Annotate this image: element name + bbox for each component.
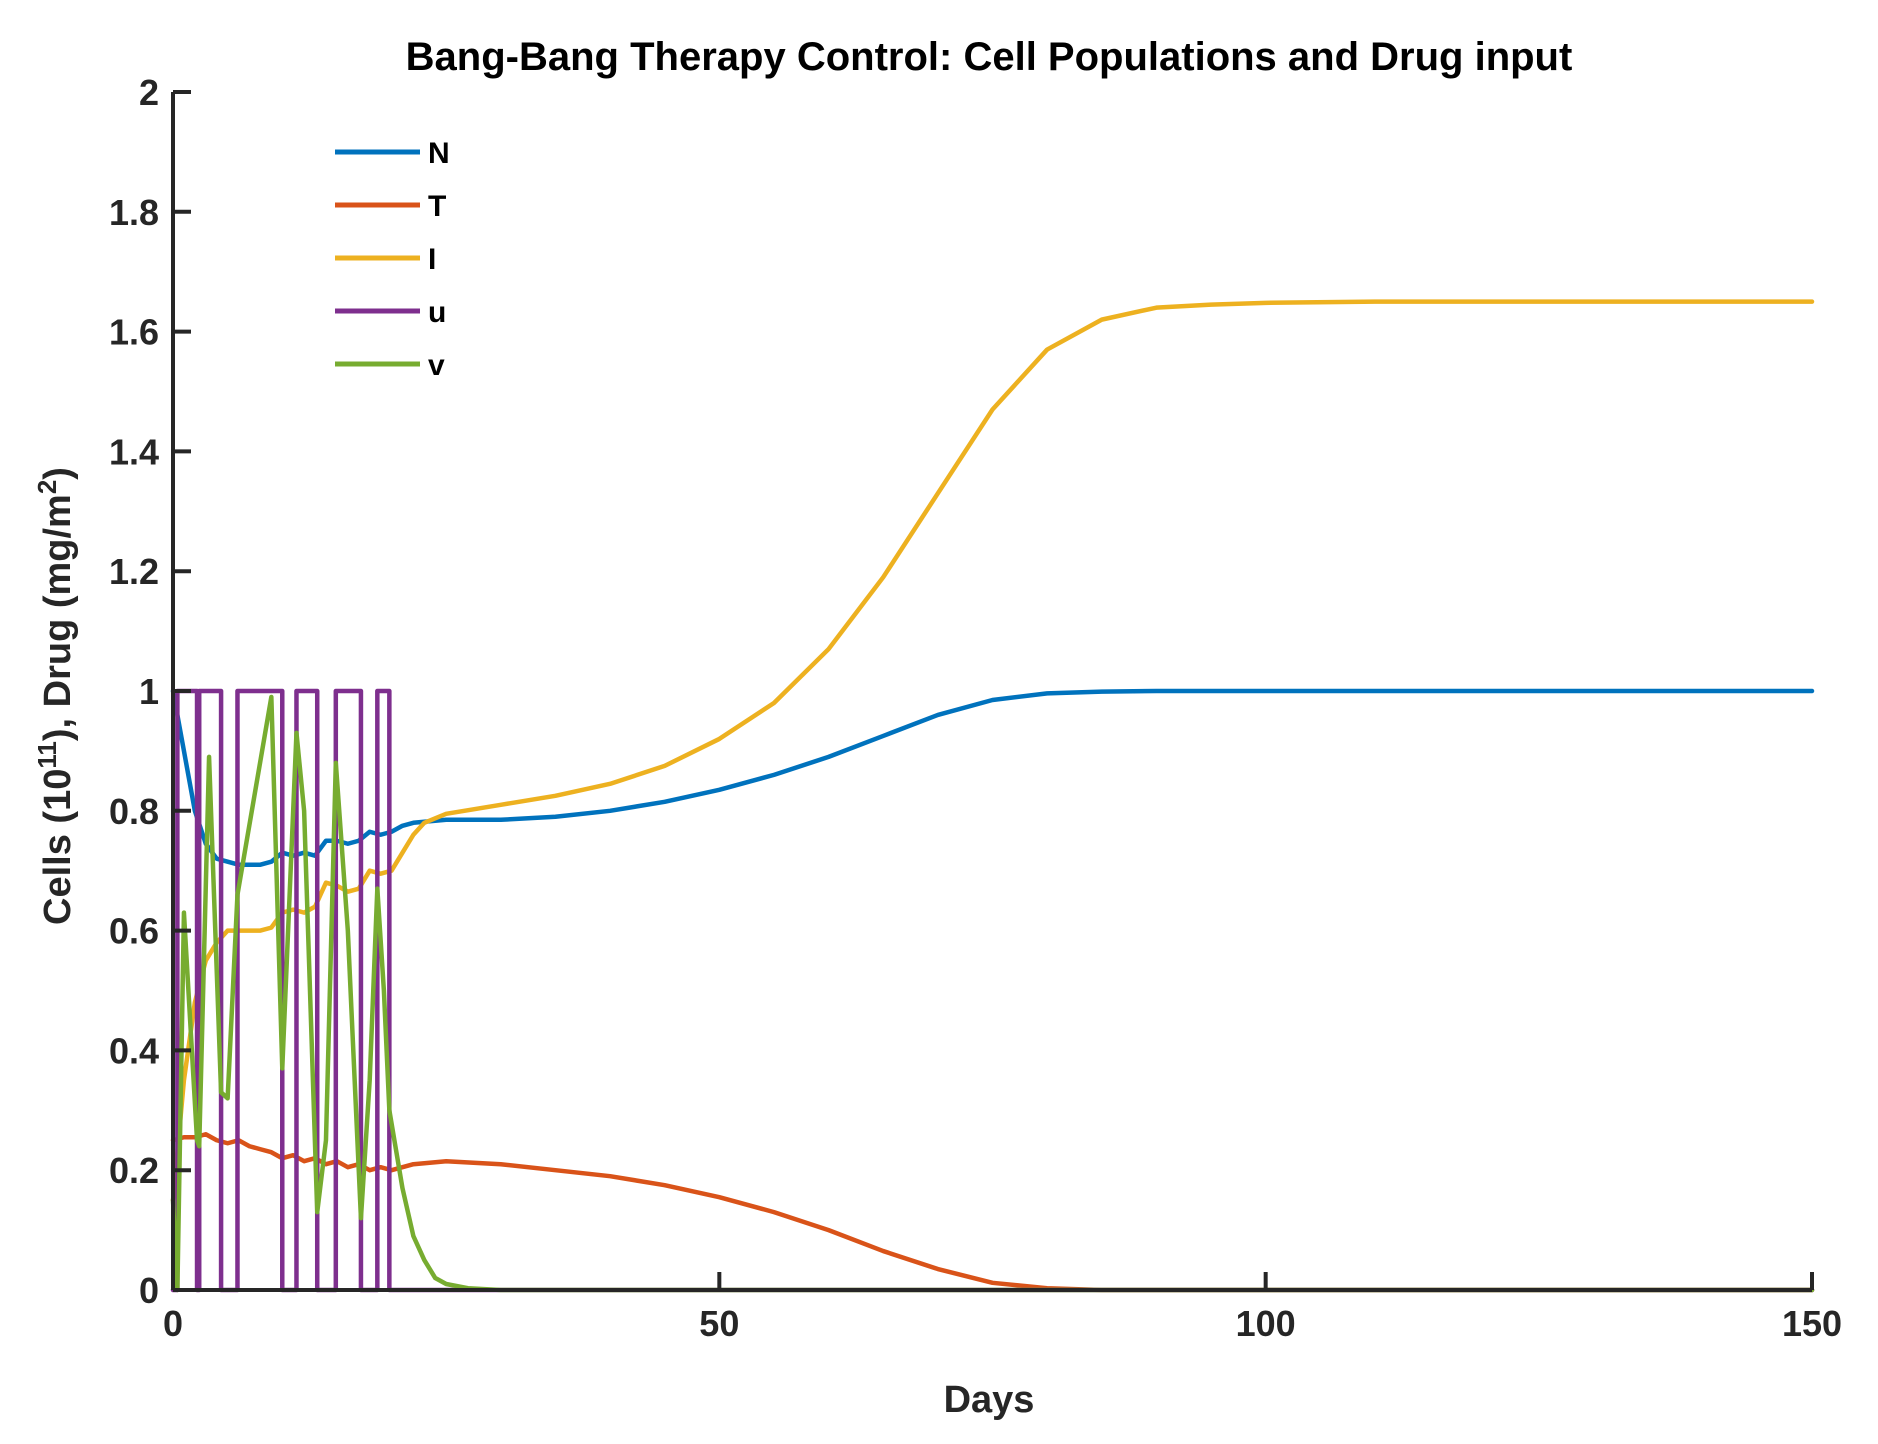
y-tick-label: 0	[139, 1270, 159, 1311]
series-line-T	[170, 1132, 1815, 1293]
x-tick-label: 100	[1236, 1303, 1296, 1344]
legend-label-N: N	[428, 137, 450, 170]
legend-label-T: T	[428, 190, 446, 223]
y-tick-label: 1.8	[109, 192, 159, 233]
y-axis-title-exponent-1: 11	[32, 741, 62, 769]
y-axis-title-part-1: Cells (10	[37, 769, 79, 925]
series-line-N	[170, 688, 1815, 867]
y-tick-label: 0.8	[109, 791, 159, 832]
plot-series-group	[170, 299, 1815, 1293]
y-tick-label: 1.4	[109, 431, 159, 472]
y-tick-label: 2	[139, 72, 159, 113]
y-axis-title: Cells (1011), Drug (mg/m2)	[32, 467, 79, 925]
y-axis-title-exponent-2: 2	[32, 480, 62, 494]
series-line-u	[170, 688, 1815, 1293]
y-tick-label: 0.6	[109, 911, 159, 952]
series-line-I	[170, 299, 1815, 1203]
chart-title: Bang-Bang Therapy Control: Cell Populati…	[406, 35, 1573, 79]
x-tick-label: 0	[163, 1303, 183, 1344]
y-axis-title-part-2: ), Drug (mg/m	[37, 494, 79, 741]
y-tick-label: 0.2	[109, 1150, 159, 1191]
legend-label-u: u	[428, 296, 446, 329]
y-tick-label: 0.4	[109, 1030, 159, 1071]
y-tick-label: 1	[139, 671, 159, 712]
series-line-v	[170, 694, 1815, 1293]
x-tick-label: 50	[699, 1303, 739, 1344]
y-axis-title-part-3: )	[37, 467, 79, 480]
legend-label-v: v	[428, 349, 445, 382]
x-axis-title: Days	[944, 1379, 1035, 1421]
y-tick-label: 1.6	[109, 312, 159, 353]
y-tick-label: 1.2	[109, 551, 159, 592]
legend-label-I: I	[428, 243, 436, 276]
axes-group: 0 50 100 150 0 0.2 0.4 0.6 0.8 1 1.2 1.4 1.6 1.8 2	[109, 72, 1842, 1344]
x-tick-label: 150	[1782, 1303, 1842, 1344]
